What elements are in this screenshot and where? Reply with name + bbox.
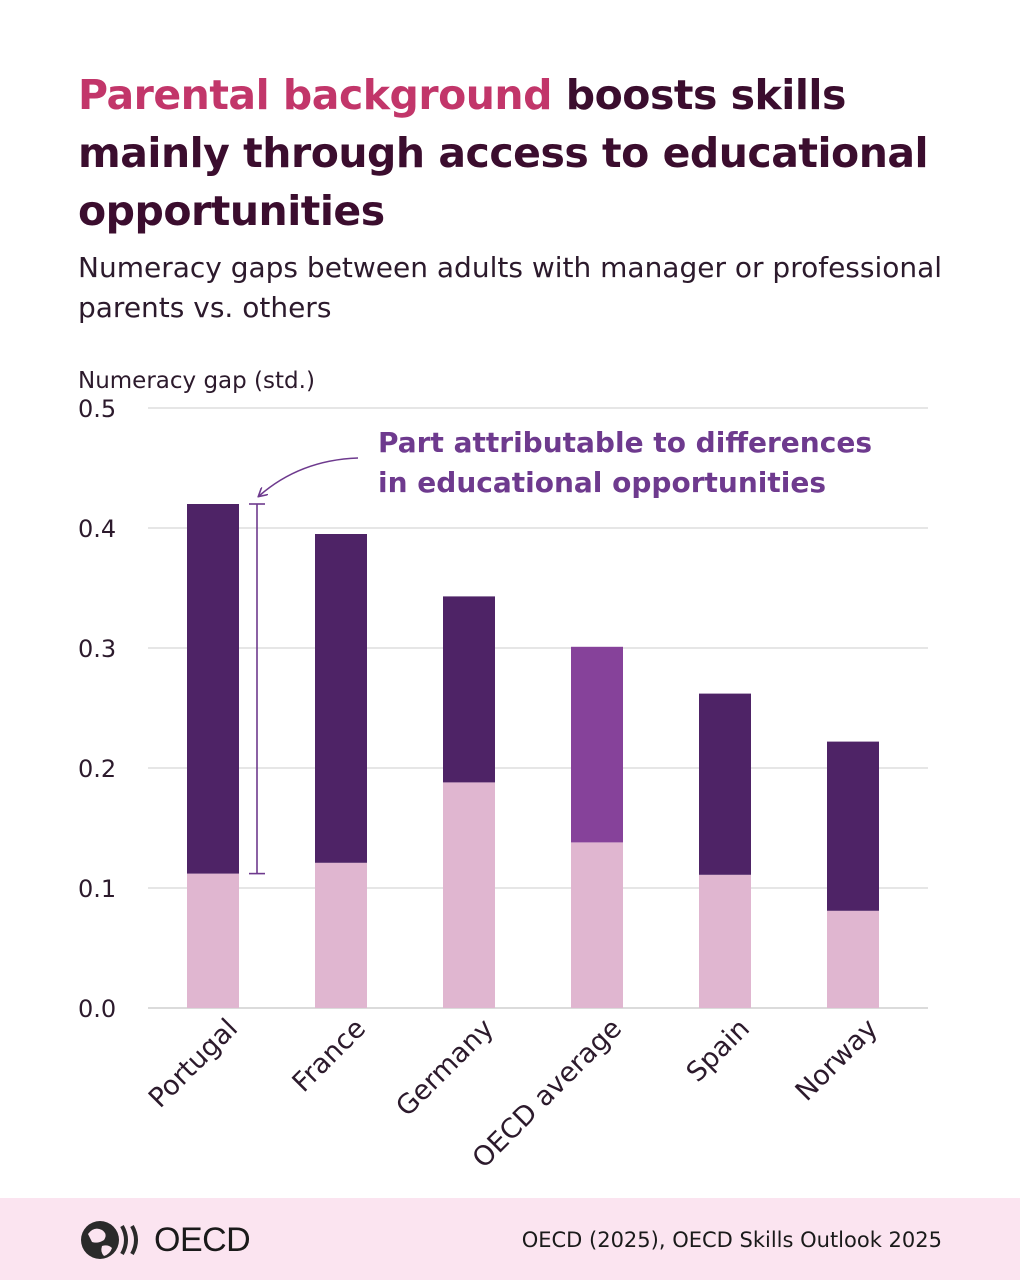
y-tick-label: 0.3	[78, 635, 116, 663]
x-tick-label: Spain	[681, 1013, 756, 1088]
bar-remaining-2	[443, 782, 495, 1008]
bar-remaining-0	[187, 873, 239, 1008]
bar-remaining-4	[699, 874, 751, 1008]
oecd-logo-text: OECD	[154, 1220, 251, 1259]
y-tick-label: 0.2	[78, 755, 116, 783]
gridlines	[148, 407, 928, 1009]
annotation-text-line1: Part attributable to differences	[378, 426, 872, 459]
bar-remaining-3	[571, 842, 623, 1008]
y-axis-label: Numeracy gap (std.)	[78, 368, 315, 394]
oecd-globe-icon	[81, 1221, 138, 1259]
x-tick-label: Portugal	[143, 1013, 244, 1114]
bar-educational-4	[699, 693, 751, 875]
chart-subtitle: Numeracy gaps between adults with manage…	[78, 251, 943, 324]
y-axis-ticks: 0.0 0.1 0.2 0.3 0.4 0.5	[78, 395, 116, 1023]
bar-educational-5	[827, 741, 879, 911]
title-highlight: Parental background	[78, 71, 552, 119]
annotation: Part attributable to differences in educ…	[249, 426, 872, 875]
bar-educational-1	[315, 534, 367, 863]
footer: OECD OECD (2025), OECD Skills Outlook 20…	[0, 1198, 1020, 1280]
title-rest: boosts skills mainly through access to e…	[78, 71, 929, 235]
stacked-bar-chart: Numeracy gap (std.) 0.0 0.1 0.2 0.3 0.4 0.5 P…	[78, 368, 928, 1174]
bar-remaining-5	[827, 910, 879, 1008]
chart-title: Parental background boosts skills mainly…	[78, 66, 958, 240]
bar-educational-2	[443, 596, 495, 783]
bars	[187, 504, 879, 1008]
y-tick-label: 0.4	[78, 515, 116, 543]
x-tick-label: Norway	[790, 1013, 884, 1107]
x-tick-label: France	[287, 1013, 372, 1098]
bar-remaining-1	[315, 862, 367, 1008]
y-tick-label: 0.5	[78, 395, 116, 423]
oecd-logo: OECD	[78, 1218, 251, 1262]
source-note: OECD (2025), OECD Skills Outlook 2025	[521, 1228, 942, 1252]
annotation-text-line2: in educational opportunities	[378, 466, 826, 499]
bar-educational-0	[187, 504, 239, 874]
bar-educational-3	[571, 646, 623, 843]
x-tick-label: Germany	[390, 1013, 500, 1123]
y-tick-label: 0.0	[78, 995, 116, 1023]
annotation-arrow	[259, 457, 359, 496]
y-tick-label: 0.1	[78, 875, 116, 903]
